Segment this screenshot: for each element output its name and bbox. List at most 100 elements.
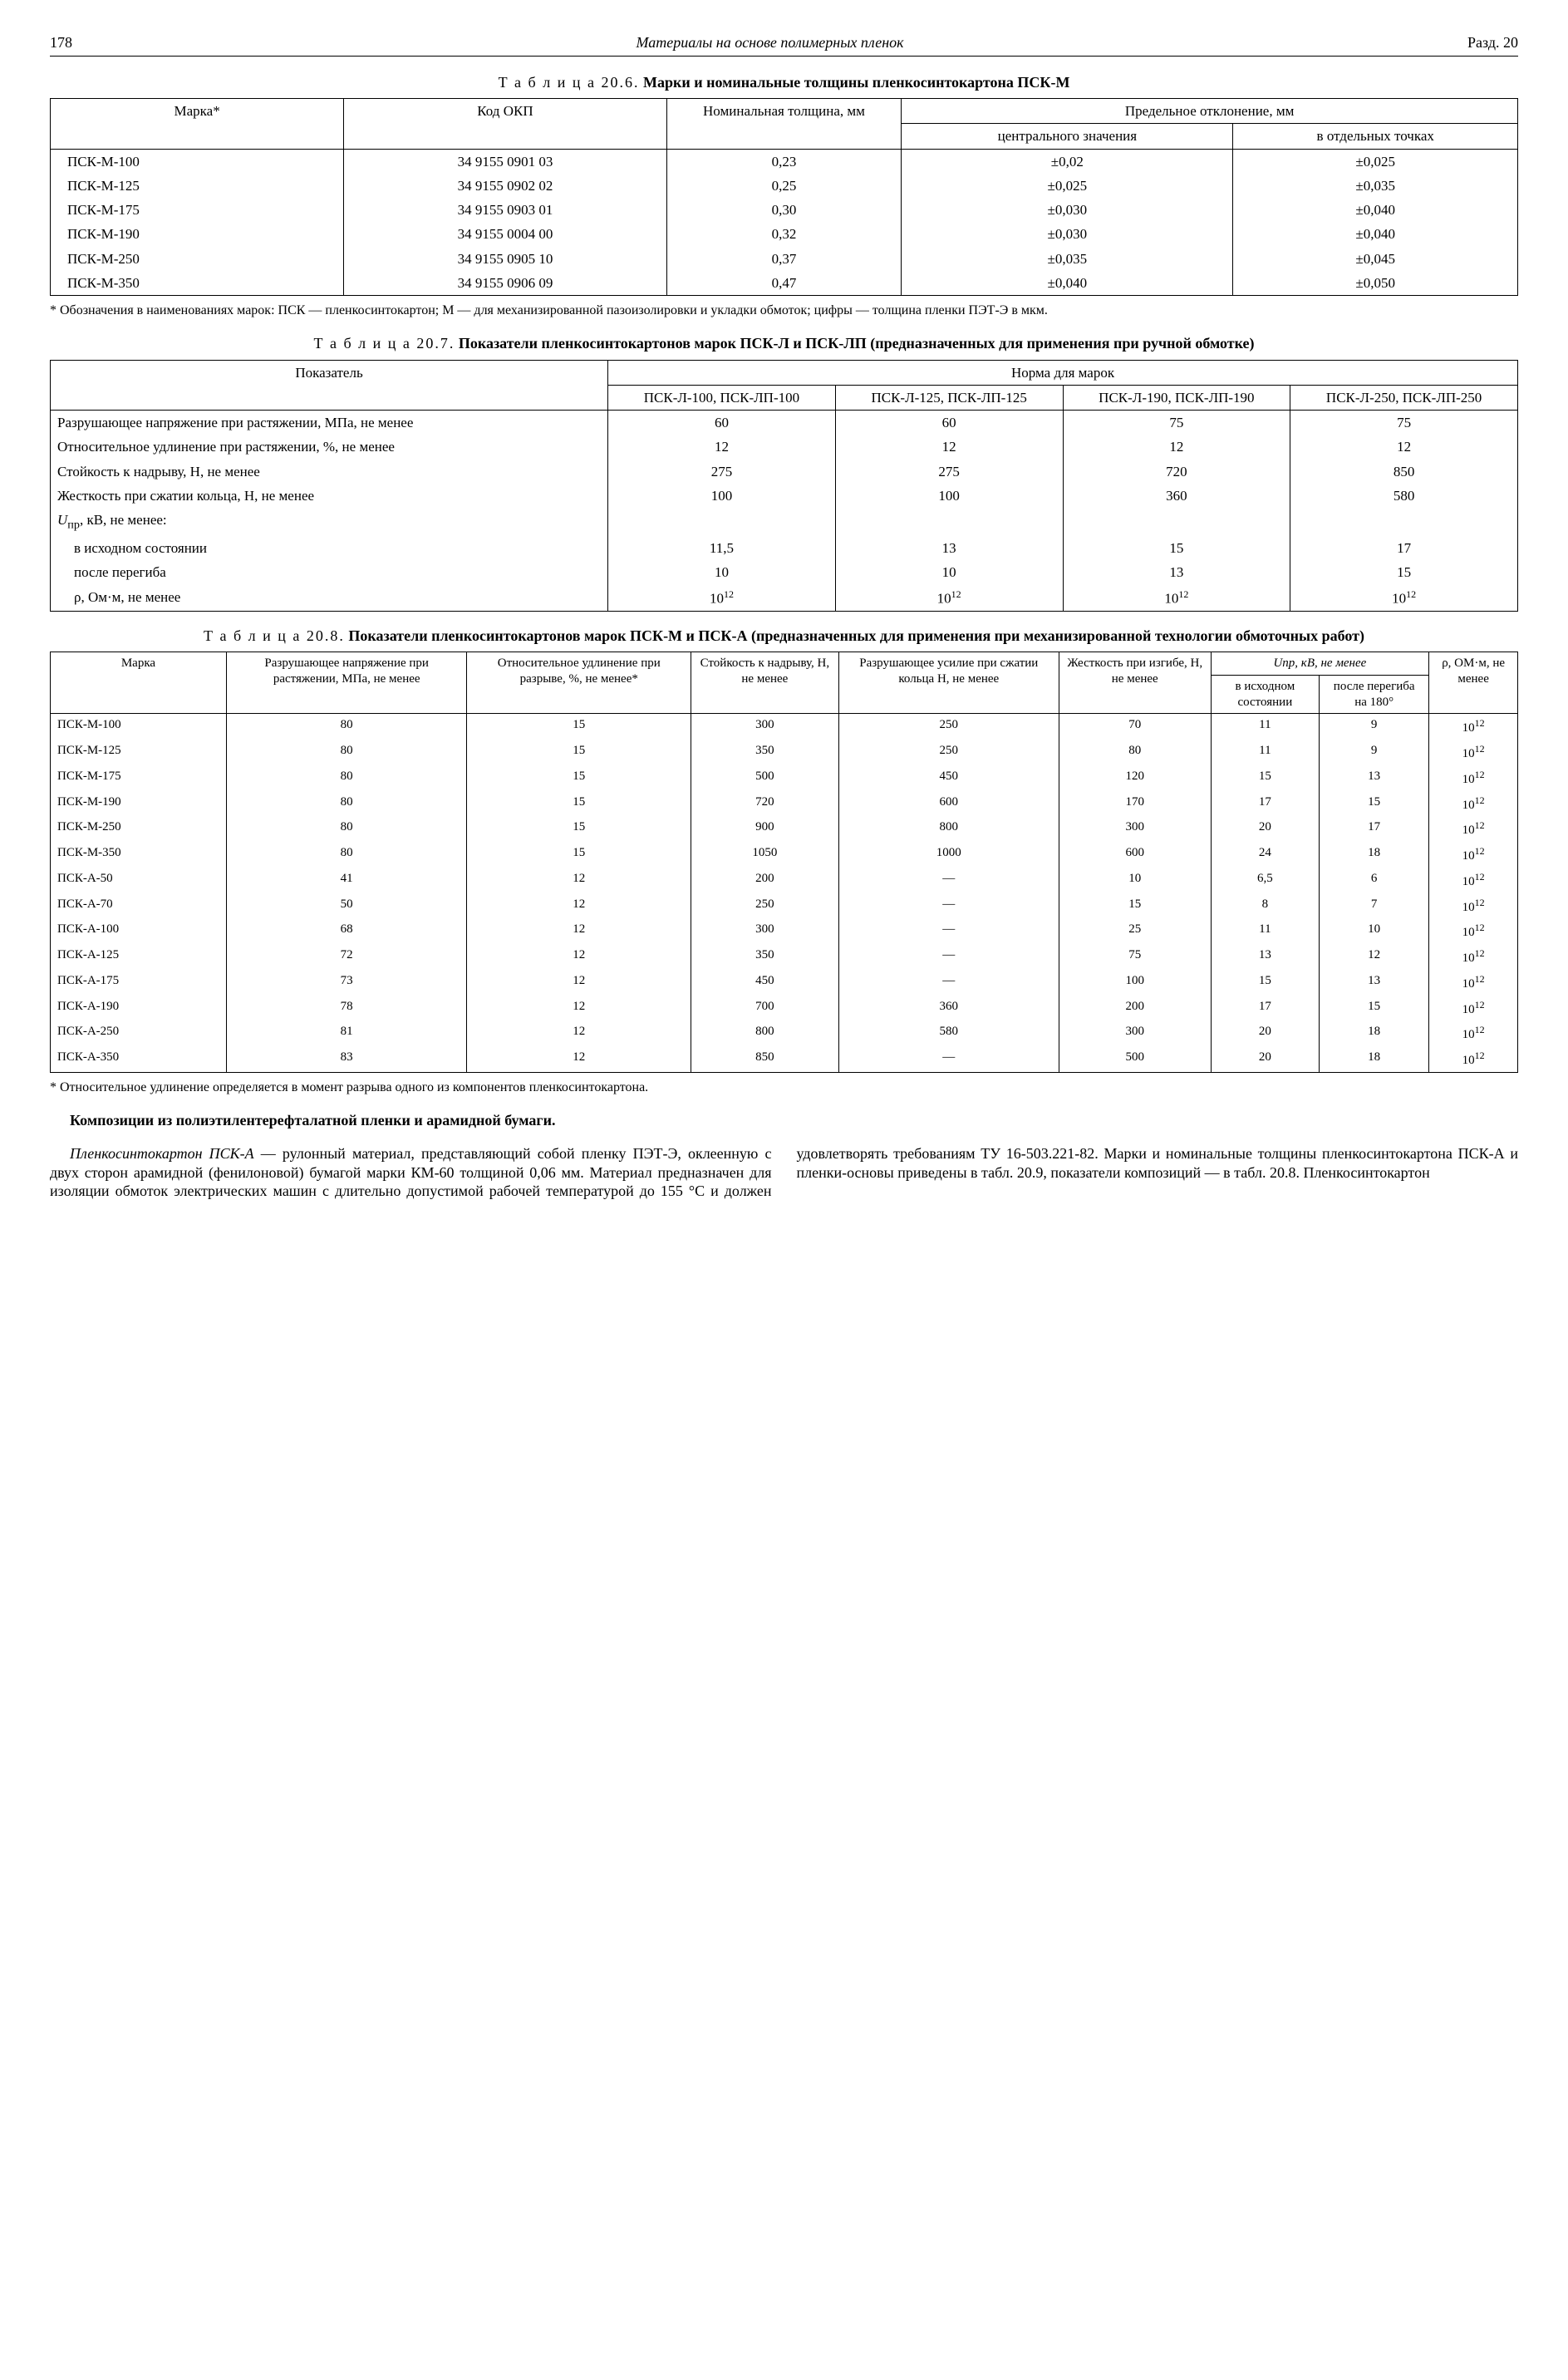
table-cell: 0,25 (666, 174, 902, 198)
page-header: 178 Материалы на основе полимерных плено… (50, 33, 1518, 57)
table-cell: 720 (1063, 460, 1290, 484)
table-cell: 6,5 (1211, 868, 1320, 893)
table-cell: 50 (226, 893, 467, 919)
table-cell: 72 (226, 944, 467, 970)
table-cell: 18 (1320, 842, 1429, 868)
table-cell: 1012 (1290, 585, 1518, 611)
table-cell: 600 (1059, 842, 1211, 868)
th8-bend: Жесткость при изгибе, Н, не менее (1059, 652, 1211, 714)
table-cell: ПСК-А-250 (51, 1020, 227, 1046)
table-cell: 1012 (1429, 740, 1518, 765)
table-cell: 17 (1211, 996, 1320, 1021)
table-cell: ПСК-М-100 (51, 149, 344, 174)
table-cell: 0,30 (666, 198, 902, 222)
table-cell: ПСК-М-190 (51, 222, 344, 246)
table-cell: 700 (691, 996, 839, 1021)
table-cell: ПСК-А-50 (51, 868, 227, 893)
table-cell: 13 (835, 536, 1063, 560)
body-paragraph-1: Пленкосинтокартон ПСК-А — рулонный матер… (50, 1144, 1518, 1201)
table-cell: 80 (226, 714, 467, 740)
table-cell: 850 (691, 1046, 839, 1072)
table-cell: 15 (467, 740, 691, 765)
table-cell: 12 (467, 970, 691, 996)
table-206: Марка* Код ОКП Номинальная толщина, мм П… (50, 98, 1518, 296)
th-thickness: Номинальная толщина, мм (666, 99, 902, 150)
table-row: ПСК-А-1257212350—7513121012 (51, 944, 1518, 970)
table-row: ПСК-М-35080151050100060024181012 (51, 842, 1518, 868)
table-cell: 350 (691, 740, 839, 765)
table-cell: 15 (1320, 996, 1429, 1021)
th8-upr: Uпр, кВ, не менее (1211, 652, 1429, 676)
table-cell: 34 9155 0004 00 (344, 222, 667, 246)
table-row: ПСК-М-12534 9155 0902 020,25±0,025±0,035 (51, 174, 1518, 198)
table-cell: ПСК-М-125 (51, 740, 227, 765)
table-cell: 1012 (1063, 585, 1290, 611)
table-cell: 15 (1059, 893, 1211, 919)
table-cell: 10 (608, 560, 836, 584)
table-row: ПСК-М-35034 9155 0906 090,47±0,040±0,050 (51, 271, 1518, 296)
table-cell: Uпр, кВ, не менее: (51, 508, 608, 536)
table-cell: 10 (1059, 868, 1211, 893)
body-p1-emph: Пленкосинтокартон ПСК-А (70, 1145, 254, 1162)
table-cell: 1012 (1429, 765, 1518, 791)
table-cell: 360 (1063, 484, 1290, 508)
table-208-caption: Т а б л и ц а 20.8. Показатели пленкосин… (50, 627, 1518, 646)
table-cell: ПСК-М-350 (51, 842, 227, 868)
table-cell: 250 (838, 714, 1059, 740)
table-cell: 11,5 (608, 536, 836, 560)
th8-upr2: после перегиба на 180° (1320, 675, 1429, 714)
table-cell: 1012 (1429, 893, 1518, 919)
table-cell: после перегиба (51, 560, 608, 584)
table-cell: 0,37 (666, 247, 902, 271)
body-heading: Композиции из полиэтилентерефталатной пл… (50, 1111, 1518, 1130)
table-cell: ПСК-М-250 (51, 247, 344, 271)
table-row: ПСК-А-1757312450—10015131012 (51, 970, 1518, 996)
table-206-title: Марки и номинальные толщины пленкосинток… (643, 74, 1069, 91)
th-c1: ПСК-Л-100, ПСК-ЛП-100 (608, 385, 836, 410)
table-cell: 12 (1320, 944, 1429, 970)
table-cell: ±0,040 (1233, 198, 1518, 222)
table-cell: 81 (226, 1020, 467, 1046)
th-dev-points: в отдельных точках (1233, 124, 1518, 149)
table-cell: 1012 (1429, 868, 1518, 893)
th-marka: Марка* (51, 99, 344, 150)
table-cell: 720 (691, 791, 839, 817)
table-cell: 300 (691, 918, 839, 944)
table-cell: 300 (691, 714, 839, 740)
table-row: в исходном состоянии11,5131517 (51, 536, 1518, 560)
table-cell: 13 (1063, 560, 1290, 584)
table-cell: 1012 (835, 585, 1063, 611)
table-cell: 1012 (1429, 1046, 1518, 1072)
th-indicator: Показатель (51, 360, 608, 411)
table-cell: ПСК-А-125 (51, 944, 227, 970)
table-cell: 12 (467, 868, 691, 893)
table-cell: 7 (1320, 893, 1429, 919)
table-cell: 850 (1290, 460, 1518, 484)
table-cell: 80 (1059, 740, 1211, 765)
table-cell: ПСК-М-175 (51, 765, 227, 791)
table-cell: ±0,02 (902, 149, 1233, 174)
table-cell: ±0,050 (1233, 271, 1518, 296)
table-cell: — (838, 944, 1059, 970)
table-row: Разрушающее напряжение при растяжении, М… (51, 411, 1518, 435)
table-cell: 13 (1320, 765, 1429, 791)
table-208-title: Показатели пленкосинтокартонов марок ПСК… (348, 627, 1364, 644)
table-row: после перегиба10101315 (51, 560, 1518, 584)
table-row: ПСК-М-190801572060017017151012 (51, 791, 1518, 817)
table-cell: 73 (226, 970, 467, 996)
table-cell: ±0,045 (1233, 247, 1518, 271)
table-207-caption: Т а б л и ц а 20.7. Показатели пленкосин… (50, 334, 1518, 353)
table-cell: 78 (226, 996, 467, 1021)
table-cell: 900 (691, 816, 839, 842)
table-row: ρ, Ом·м, не менее1012101210121012 (51, 585, 1518, 611)
th8-elong: Относительное удлинение при разрыве, %, … (467, 652, 691, 714)
table-cell: 12 (835, 435, 1063, 459)
table-cell: 250 (691, 893, 839, 919)
table-cell: 1012 (1429, 791, 1518, 817)
table-cell: 20 (1211, 1020, 1320, 1046)
table-cell: 12 (467, 893, 691, 919)
table-cell: 15 (467, 714, 691, 740)
table-cell: ПСК-М-190 (51, 791, 227, 817)
table-row: ПСК-М-175801550045012015131012 (51, 765, 1518, 791)
table-cell: ±0,025 (1233, 149, 1518, 174)
